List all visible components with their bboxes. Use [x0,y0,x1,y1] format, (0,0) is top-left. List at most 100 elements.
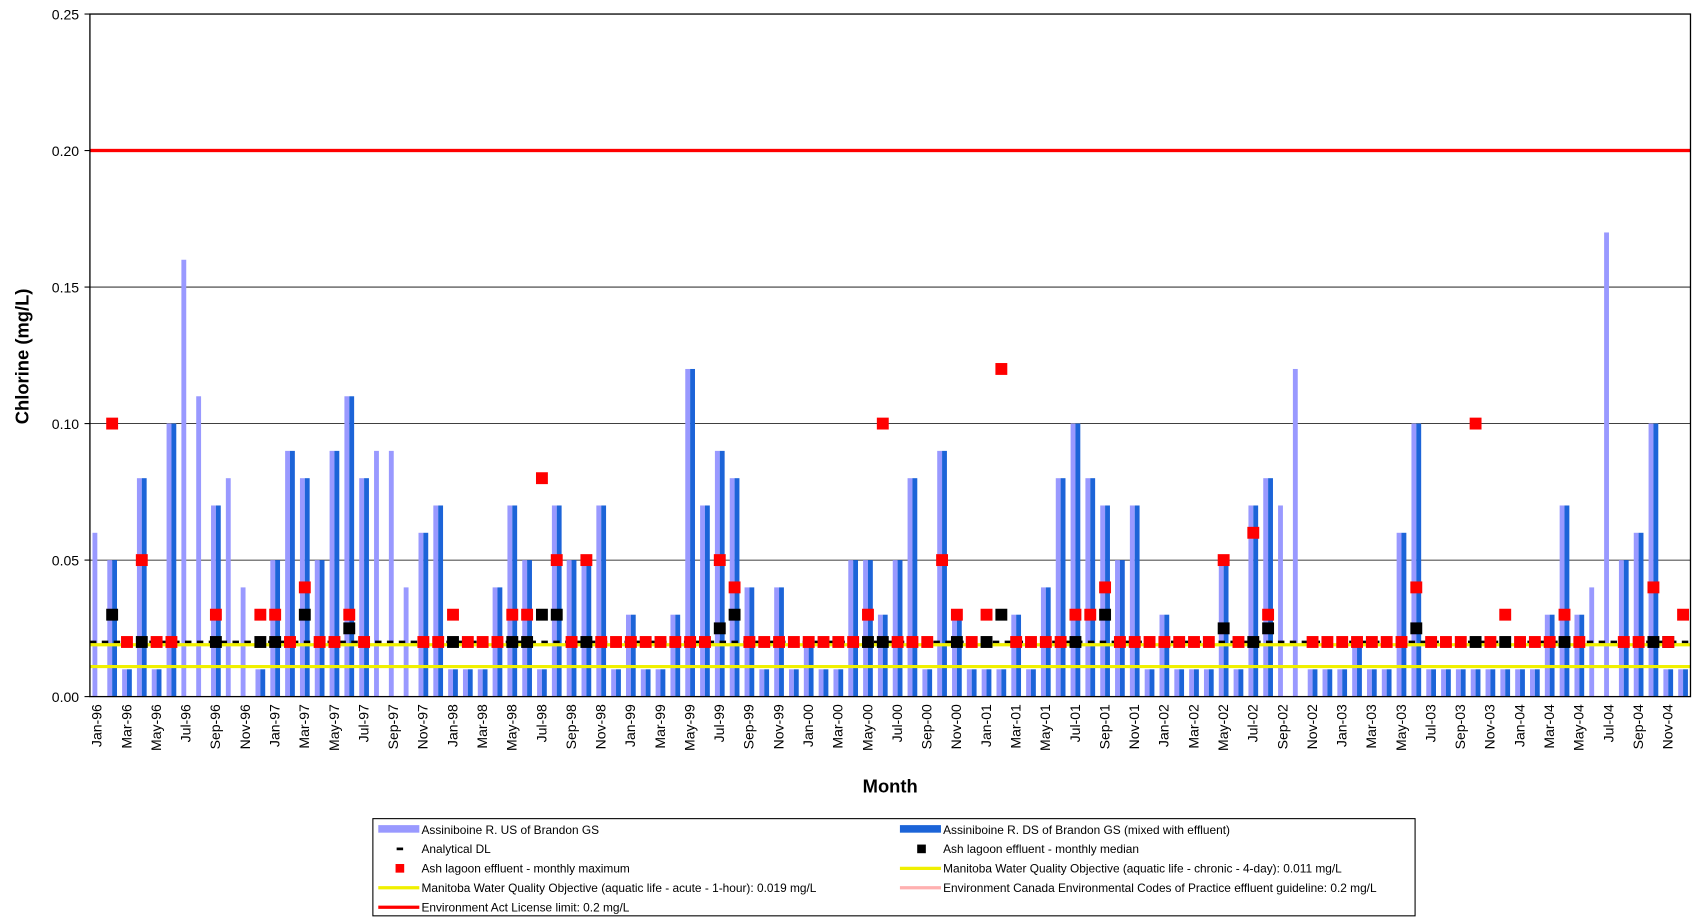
bar [897,560,903,697]
marker [535,472,548,485]
legend-swatch [378,825,420,833]
x-tick-label: Sep-98 [563,704,579,749]
bar [1238,669,1244,697]
marker [1425,636,1438,648]
marker [773,636,785,648]
x-tick-label: May-03 [1393,704,1409,751]
marker [343,608,356,621]
bar [675,614,681,697]
x-tick-label: Nov-98 [593,704,609,749]
bar [818,669,824,697]
marker [269,636,282,648]
bar [789,669,794,697]
bar [1174,669,1180,697]
marker [950,636,963,648]
marker [1528,636,1541,648]
bar [1505,669,1511,697]
y-tick-label: 0.05 [52,552,80,568]
x-tick-label: Jan-02 [1156,704,1172,747]
legend-label: Ash lagoon effluent - monthly median [943,842,1139,856]
marker [921,636,934,648]
marker [165,636,178,648]
bar [823,669,829,697]
marker [298,608,311,621]
bar [1431,669,1436,697]
bar [403,587,409,697]
x-tick-label: Nov-01 [1126,704,1142,749]
marker [150,636,163,648]
x-tick-label: Mar-03 [1363,704,1379,749]
bar [1401,532,1407,697]
marker [684,636,697,648]
bar [640,669,646,697]
x-tick-label: Sep-99 [741,704,757,749]
bar [240,587,246,697]
bar [453,669,458,697]
bar [1500,669,1506,697]
marker [1010,636,1023,648]
bar [388,450,394,697]
bar [660,669,666,697]
marker [491,636,504,648]
bar [374,450,379,697]
x-tick-label: Mar-97 [296,704,312,749]
marker [1039,636,1052,648]
marker [1069,636,1082,648]
marker [343,622,356,635]
x-tick-label: May-98 [504,704,520,751]
x-tick-label: Mar-98 [474,704,490,749]
bar [1683,669,1688,697]
bar [1179,669,1185,697]
bar [211,505,216,697]
bar [556,505,562,697]
bar [1386,669,1392,697]
x-tick-label: Jan-97 [266,704,282,747]
bar [1159,614,1165,697]
marker [1025,636,1037,648]
marker [313,636,326,648]
bar [1648,423,1654,697]
bar [438,505,444,697]
x-tick-label: Mar-99 [652,704,668,749]
marker [476,636,489,648]
marker [699,636,711,648]
bar [1574,614,1580,697]
bar [270,560,276,697]
bar [1253,505,1259,697]
bar [625,614,631,697]
x-tick-label: Jul-99 [711,704,727,742]
marker [1351,636,1363,648]
bar [596,505,602,697]
bar [586,560,592,697]
bar [1490,669,1496,697]
marker [461,636,474,648]
marker [595,636,608,648]
bar [655,669,661,697]
marker [580,554,593,567]
bar [349,396,355,697]
bar [477,669,483,697]
bar [1475,669,1481,697]
marker [284,636,296,648]
legend-label: Environment Act License limit: 0.2 mg/L [421,901,629,915]
bar [1194,669,1199,697]
x-tick-label: Jul-02 [1245,704,1261,742]
marker [847,636,860,648]
marker [787,636,800,648]
bar [1105,505,1110,697]
marker [876,636,889,648]
x-tick-label: Mar-00 [830,704,846,749]
bar [1678,669,1684,697]
bar [1426,669,1432,697]
bar [996,669,1002,697]
x-tick-label: Jan-04 [1511,704,1527,747]
marker [106,608,119,621]
bar [1060,478,1066,697]
bar [1357,641,1362,697]
marker [1247,636,1260,648]
marker [669,636,682,648]
bar [1090,478,1096,697]
bar [1307,669,1313,697]
marker [1499,608,1512,621]
